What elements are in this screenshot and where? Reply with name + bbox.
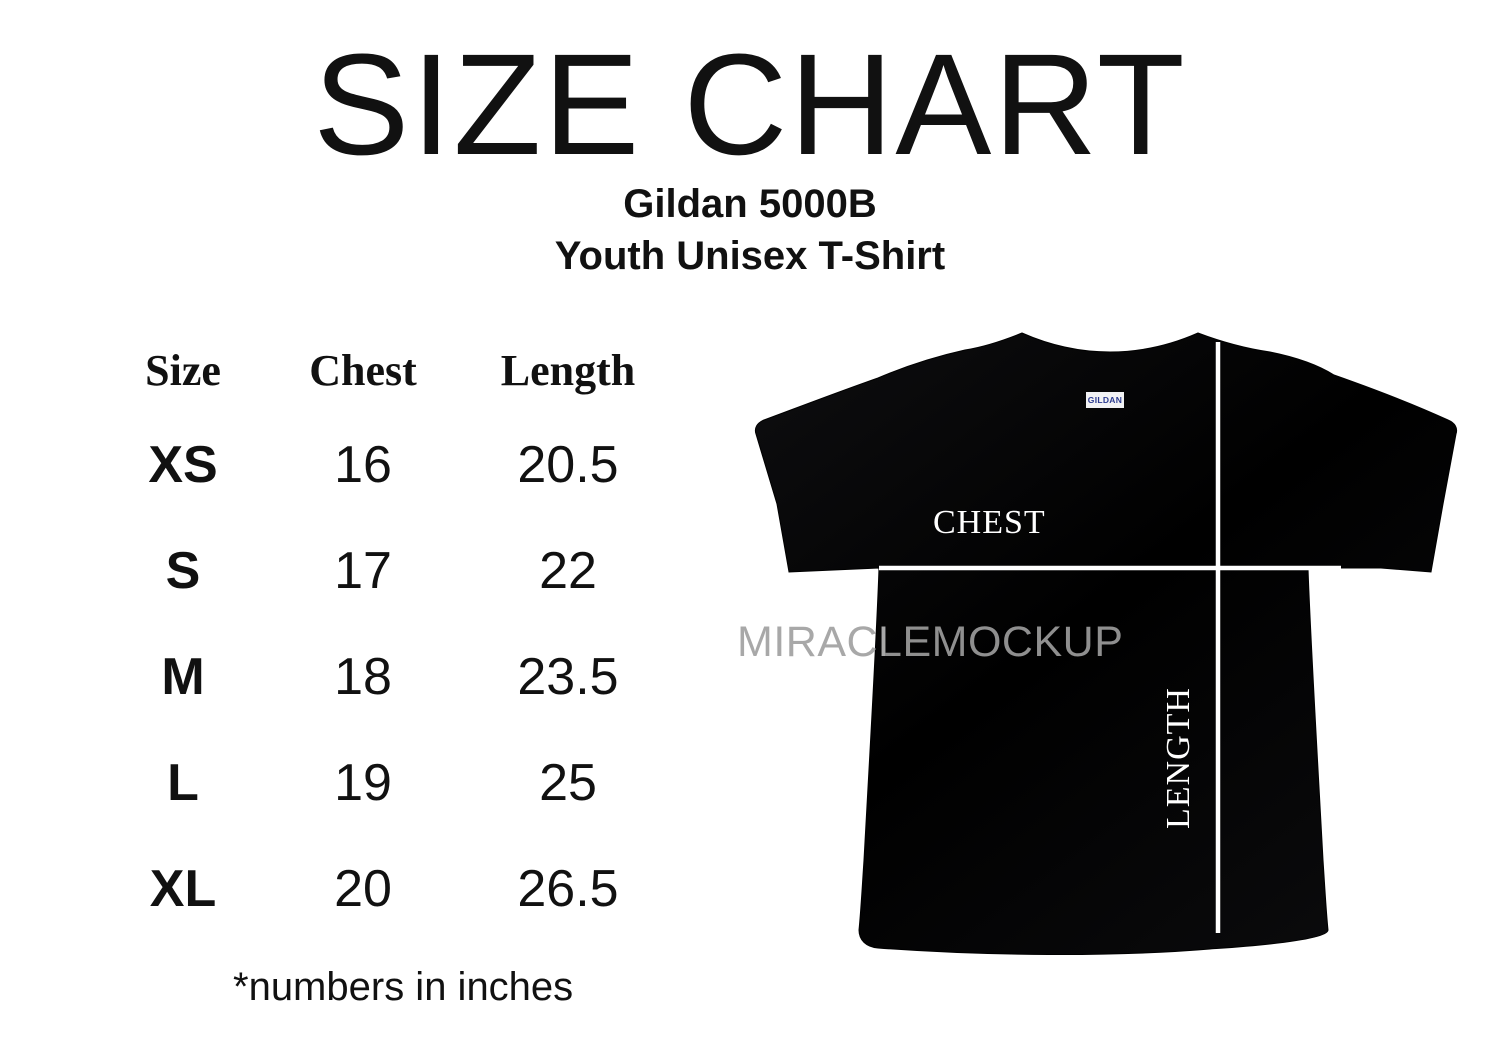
svg-text:LENGTH: LENGTH — [1160, 687, 1197, 829]
svg-text:GILDAN: GILDAN — [1088, 395, 1122, 405]
svg-text:CHEST: CHEST — [933, 504, 1046, 541]
